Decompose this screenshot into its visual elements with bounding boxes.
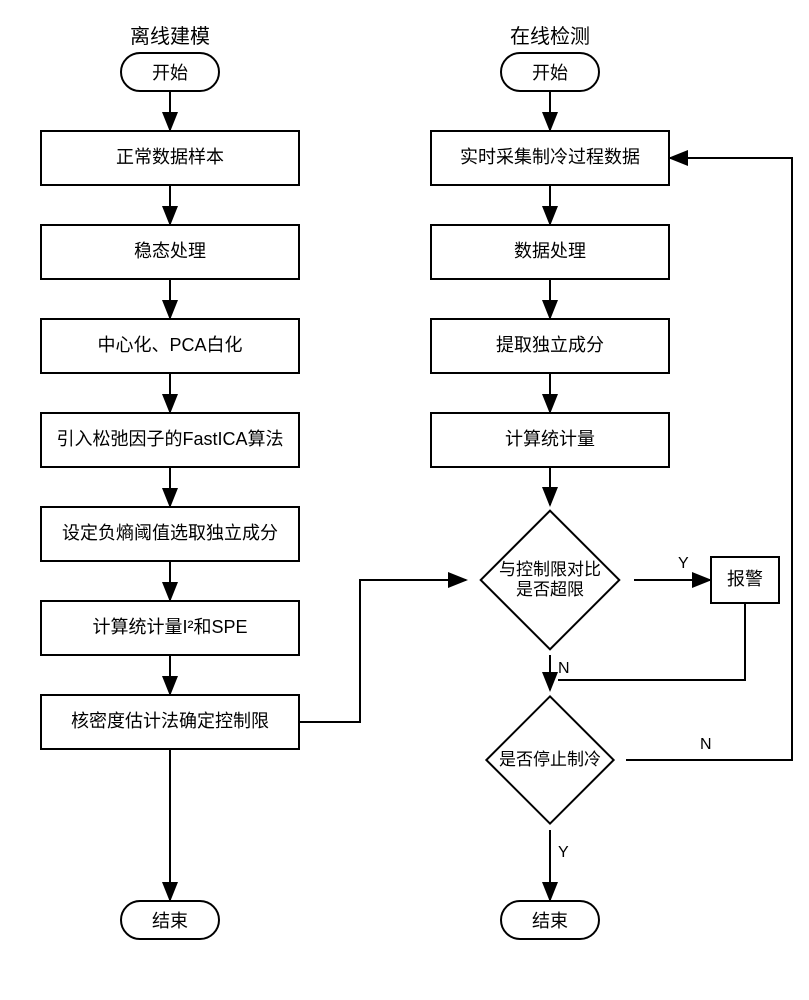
right-box-R4: 计算统计量	[430, 412, 670, 468]
right-end: 结束	[500, 900, 600, 940]
right-box-R1: 实时采集制冷过程数据	[430, 130, 670, 186]
title-right: 在线检测	[510, 20, 590, 49]
decision-compare-label: 与控制限对比是否超限	[475, 555, 625, 605]
right-box-R3: 提取独立成分	[430, 318, 670, 374]
left-box-L7: 核密度估计法确定控制限	[40, 694, 300, 750]
label-d1_Y: Y	[678, 555, 689, 573]
label-d2_N: N	[700, 736, 712, 754]
label-d2_Y: Y	[558, 844, 569, 862]
arrow-a_alarmdown	[558, 604, 745, 680]
left-end: 结束	[120, 900, 220, 940]
left-start: 开始	[120, 52, 220, 92]
right-start: 开始	[500, 52, 600, 92]
left-box-L5: 设定负熵阈值选取独立成分	[40, 506, 300, 562]
arrow-a_cross	[300, 580, 466, 722]
decision-stop-label: 是否停止制冷	[480, 745, 620, 775]
alarm-box: 报警	[710, 556, 780, 604]
right-box-R2: 数据处理	[430, 224, 670, 280]
left-box-L6: 计算统计量I²和SPE	[40, 600, 300, 656]
label-d1_N: N	[558, 660, 570, 678]
left-box-L2: 稳态处理	[40, 224, 300, 280]
left-box-L1: 正常数据样本	[40, 130, 300, 186]
left-box-L3: 中心化、PCA白化	[40, 318, 300, 374]
left-box-L4: 引入松弛因子的FastICA算法	[40, 412, 300, 468]
title-left: 离线建模	[130, 20, 210, 49]
